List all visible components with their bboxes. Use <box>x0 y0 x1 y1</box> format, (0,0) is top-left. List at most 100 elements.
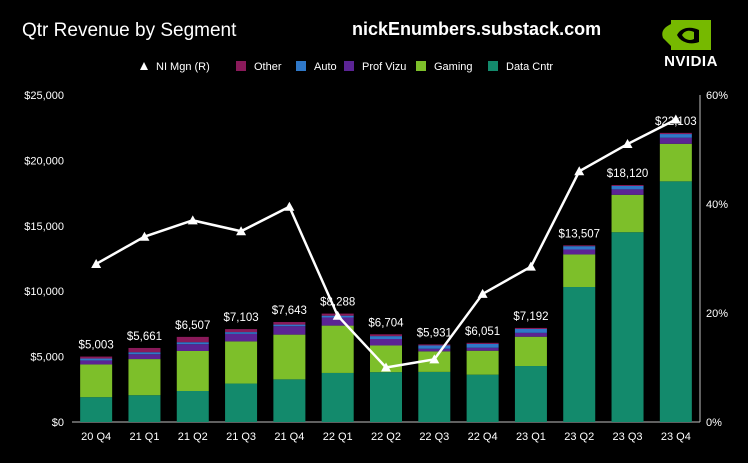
bar-segment-data_cntr <box>611 232 644 422</box>
x-tick-label: 23 Q3 <box>613 431 643 443</box>
total-data-label: $7,192 <box>513 311 548 323</box>
bar-segment-data_cntr <box>466 374 499 422</box>
bar-segment-auto <box>659 134 692 138</box>
legend-swatch-prof_vizu <box>344 61 354 71</box>
legend-label-auto: Auto <box>314 61 337 73</box>
ni-margin-point <box>187 215 198 225</box>
y-tick-label: $0 <box>52 417 64 429</box>
x-tick-label: 21 Q2 <box>178 431 208 443</box>
ni-margin-point <box>622 139 633 149</box>
bar-segment-other <box>176 336 209 343</box>
x-tick-label: 23 Q2 <box>564 431 594 443</box>
bar-segment-gaming <box>176 350 209 392</box>
bar-segment-gaming <box>80 364 113 398</box>
bar-segment-other <box>659 132 692 135</box>
bar-segment-other <box>370 334 402 337</box>
bar-segment-data_cntr <box>370 372 402 422</box>
y2-tick-label: 40% <box>706 199 728 211</box>
legend-marker-ni-margin <box>140 62 148 70</box>
y-tick-label: $25,000 <box>24 90 64 102</box>
bar-segment-data_cntr <box>321 372 354 422</box>
bar-segment-prof_vizu <box>466 347 499 351</box>
bar-segment-other <box>80 356 113 359</box>
bar-segment-gaming <box>225 341 258 384</box>
x-tick-label: 22 Q4 <box>468 431 498 443</box>
bar-segment-prof_vizu <box>418 348 451 352</box>
bar-segment-auto <box>514 328 547 333</box>
nvidia-logo: NVIDIA <box>655 18 727 70</box>
legend-swatch-auto <box>296 61 306 71</box>
y-tick-label: $15,000 <box>24 221 64 233</box>
source-label: nickEnumbers.substack.com <box>352 19 602 39</box>
bar-segment-data_cntr <box>514 366 547 422</box>
bar-segment-data_cntr <box>128 395 161 422</box>
bar-segment-auto <box>128 352 161 355</box>
total-data-label: $6,507 <box>175 320 210 332</box>
bar-segment-auto <box>611 185 644 190</box>
nvidia-eye-icon <box>662 20 711 50</box>
bar-segment-other <box>563 245 596 247</box>
bar-segment-auto <box>273 324 306 327</box>
bar-segment-other <box>514 327 547 329</box>
bar-segment-gaming <box>128 359 161 396</box>
legend-swatch-other <box>236 61 246 71</box>
legend-label-gaming: Gaming <box>434 61 473 73</box>
bar-segment-prof_vizu <box>370 338 402 346</box>
bar-segment-auto <box>563 246 596 250</box>
bar-segment-prof_vizu <box>225 333 258 342</box>
bar-segment-prof_vizu <box>659 137 692 144</box>
y2-tick-label: 60% <box>706 90 728 102</box>
x-tick-label: 21 Q1 <box>129 431 159 443</box>
bar-segment-auto <box>225 332 258 334</box>
bar-segment-gaming <box>659 143 692 182</box>
ni-margin-point <box>574 166 585 176</box>
bar-segment-other <box>418 344 451 346</box>
bar-segment-data_cntr <box>225 383 258 422</box>
bar-segment-other <box>466 342 499 344</box>
bar-segment-data_cntr <box>176 391 209 422</box>
bar-segment-other <box>611 184 644 186</box>
total-data-label: $6,704 <box>368 317 404 329</box>
total-data-label: $7,103 <box>223 312 258 324</box>
ni-margin-point <box>477 288 488 298</box>
bar-segment-other <box>225 329 258 333</box>
x-tick-label: 23 Q1 <box>516 431 546 443</box>
bar-segment-prof_vizu <box>80 360 113 365</box>
bar-segment-gaming <box>321 325 354 373</box>
x-tick-label: 22 Q2 <box>371 431 401 443</box>
x-tick-label: 21 Q4 <box>274 431 304 443</box>
bar-segment-auto <box>176 342 209 345</box>
bar-segment-gaming <box>466 350 499 375</box>
bar-segment-auto <box>418 345 451 349</box>
bar-segment-prof_vizu <box>611 189 644 195</box>
bar-segment-data_cntr <box>273 379 306 422</box>
bar-segment-other <box>273 322 306 325</box>
x-tick-label: 23 Q4 <box>661 431 691 443</box>
bar-segment-gaming <box>514 336 547 367</box>
legend-label-prof_vizu: Prof Vizu <box>362 61 406 73</box>
ni-margin-point <box>332 310 343 320</box>
y-tick-label: $5,000 <box>30 352 64 364</box>
bar-segment-prof_vizu <box>563 249 596 255</box>
bar-segment-auto <box>466 343 499 348</box>
ni-margin-point <box>236 226 247 236</box>
bar-segment-prof_vizu <box>273 326 306 335</box>
y2-tick-label: 20% <box>706 308 728 320</box>
total-data-label: $5,931 <box>417 327 452 339</box>
bar-segment-gaming <box>611 194 644 233</box>
logo-wordmark: NVIDIA <box>664 53 718 70</box>
ni-margin-point <box>429 354 440 364</box>
bar-segment-gaming <box>563 254 596 288</box>
bar-segment-other <box>128 347 161 353</box>
ni-margin-point <box>381 362 391 372</box>
bar-segment-data_cntr <box>659 181 692 422</box>
bar-segment-data_cntr <box>563 287 596 422</box>
y-tick-label: $10,000 <box>24 286 64 298</box>
legend-label-ni-margin: NI Mgn (R) <box>156 61 210 73</box>
x-tick-label: 22 Q3 <box>419 431 449 443</box>
x-tick-label: 21 Q3 <box>226 431 256 443</box>
total-data-label: $7,643 <box>272 305 307 317</box>
x-tick-label: 20 Q4 <box>81 431 111 443</box>
bar-segment-gaming <box>273 334 306 380</box>
